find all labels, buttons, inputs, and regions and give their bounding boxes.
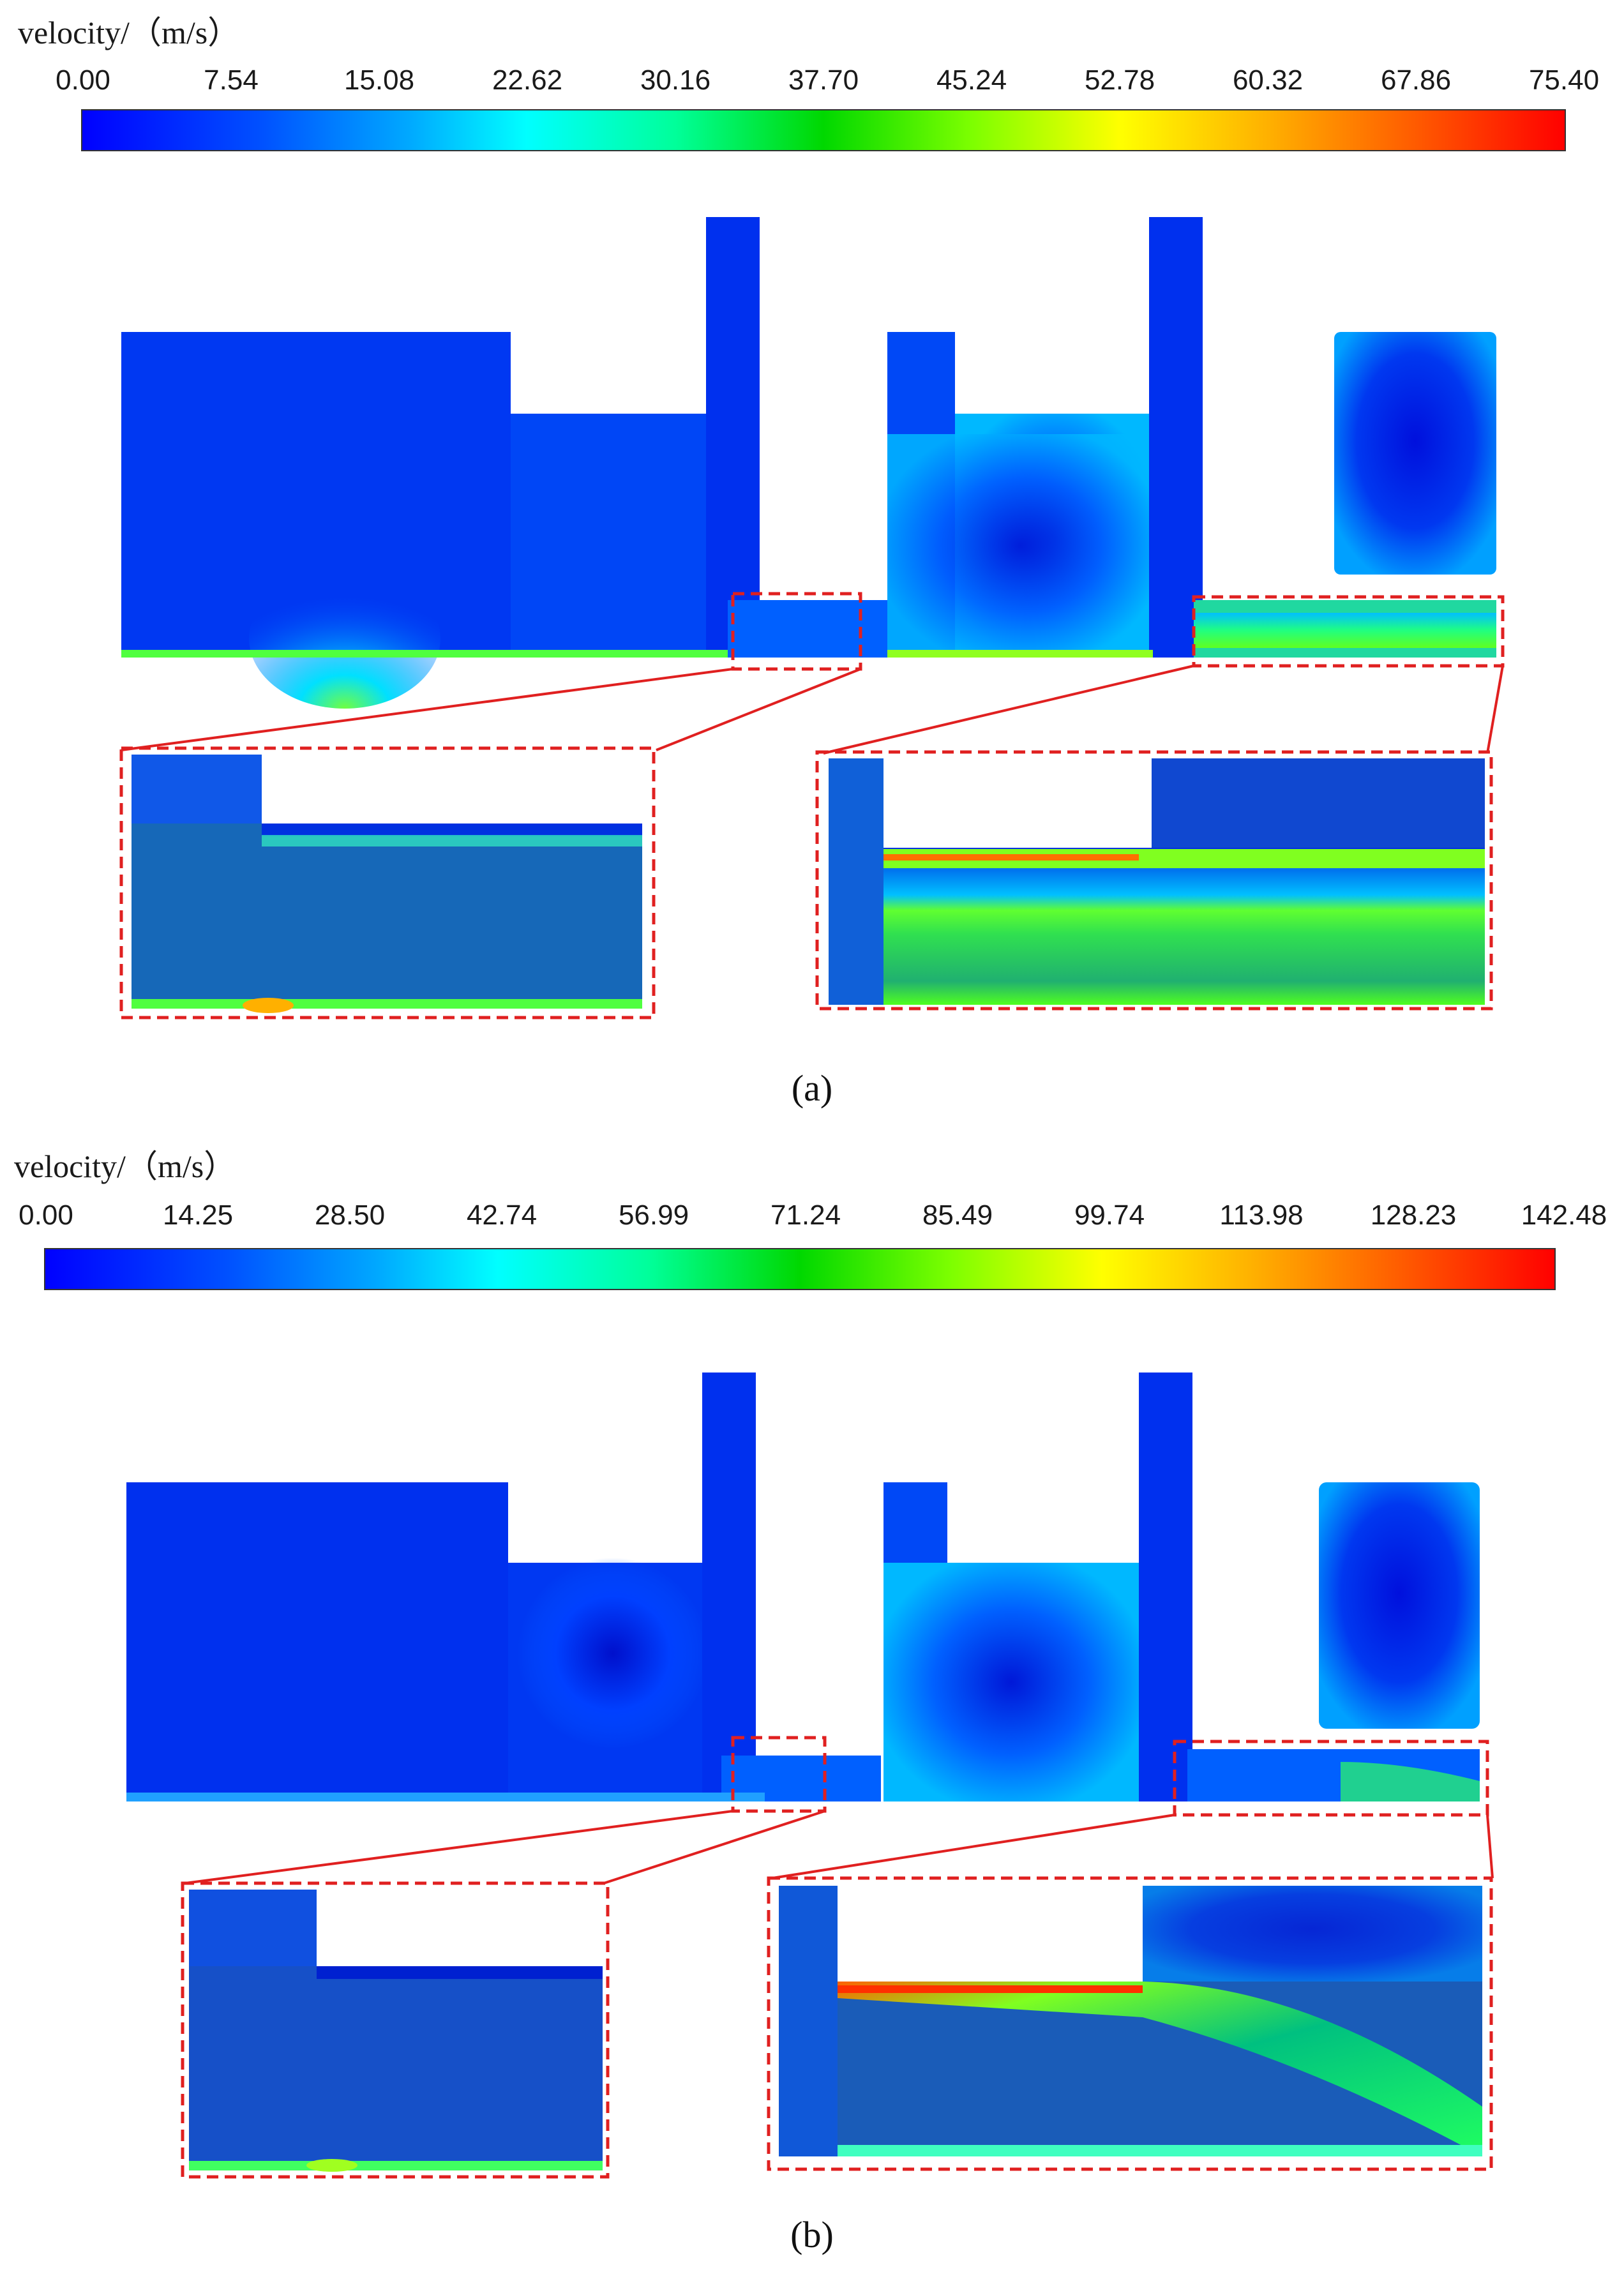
colorbar — [44, 1248, 1556, 1290]
tick-label: 56.99 — [619, 1200, 689, 1231]
tick-label: 142.48 — [1521, 1200, 1607, 1231]
leader-line — [772, 1814, 1175, 1879]
tick-label: 0.00 — [19, 1200, 73, 1231]
highlight-box — [731, 592, 862, 671]
tick-label: 22.62 — [492, 64, 562, 96]
zoom-inset-left — [119, 746, 656, 1019]
flow-domain — [126, 1373, 1480, 1801]
leader-line — [1486, 665, 1504, 754]
zoom-inset-right — [767, 1876, 1493, 2171]
tick-label: 14.25 — [163, 1200, 233, 1231]
tick-label: 0.00 — [56, 64, 110, 96]
leader-line — [656, 668, 861, 751]
tick-label: 60.32 — [1233, 64, 1303, 96]
tick-label: 52.78 — [1085, 64, 1155, 96]
highlight-box — [1173, 1740, 1489, 1817]
tick-label: 45.24 — [936, 64, 1007, 96]
tick-label: 113.98 — [1219, 1200, 1303, 1231]
colorbar-ticks: 0.00 7.54 15.08 22.62 30.16 37.70 45.24 … — [56, 64, 1599, 96]
colorbar-ticks: 0.00 14.25 28.50 42.74 56.99 71.24 85.49… — [19, 1200, 1607, 1231]
highlight-box — [1192, 595, 1505, 668]
tick-label: 37.70 — [788, 64, 859, 96]
tick-label: 67.86 — [1381, 64, 1451, 96]
tick-label: 28.50 — [315, 1200, 385, 1231]
panel-a: velocity/（m/s） 0.00 7.54 15.08 22.62 30.… — [18, 15, 1599, 1109]
leader-line — [603, 1810, 825, 1884]
tick-label: 99.74 — [1074, 1200, 1145, 1231]
leader-line — [121, 668, 733, 751]
panel-caption: (a) — [792, 1067, 832, 1109]
panel-caption: (b) — [790, 2214, 834, 2255]
leader-line — [1486, 1814, 1494, 1879]
colorbar-title: velocity/（m/s） — [14, 1148, 236, 1184]
zoom-inset-left — [181, 1881, 610, 2179]
tick-label: 75.40 — [1529, 64, 1599, 96]
colorbar — [81, 109, 1566, 151]
panel-b: velocity/（m/s） 0.00 14.25 28.50 42.74 56… — [14, 1148, 1607, 2255]
tick-label: 7.54 — [204, 64, 259, 96]
tick-label: 42.74 — [467, 1200, 537, 1231]
colorbar-title: velocity/（m/s） — [18, 15, 239, 50]
tick-label: 30.16 — [640, 64, 710, 96]
zoom-inset-right — [815, 750, 1493, 1011]
tick-label: 15.08 — [344, 64, 414, 96]
flow-domain — [121, 217, 1496, 709]
tick-label: 128.23 — [1371, 1200, 1457, 1231]
highlight-box — [731, 1736, 827, 1813]
tick-label: 71.24 — [771, 1200, 841, 1231]
leader-line — [823, 665, 1194, 755]
leader-line — [184, 1810, 733, 1884]
tick-label: 85.49 — [922, 1200, 993, 1231]
